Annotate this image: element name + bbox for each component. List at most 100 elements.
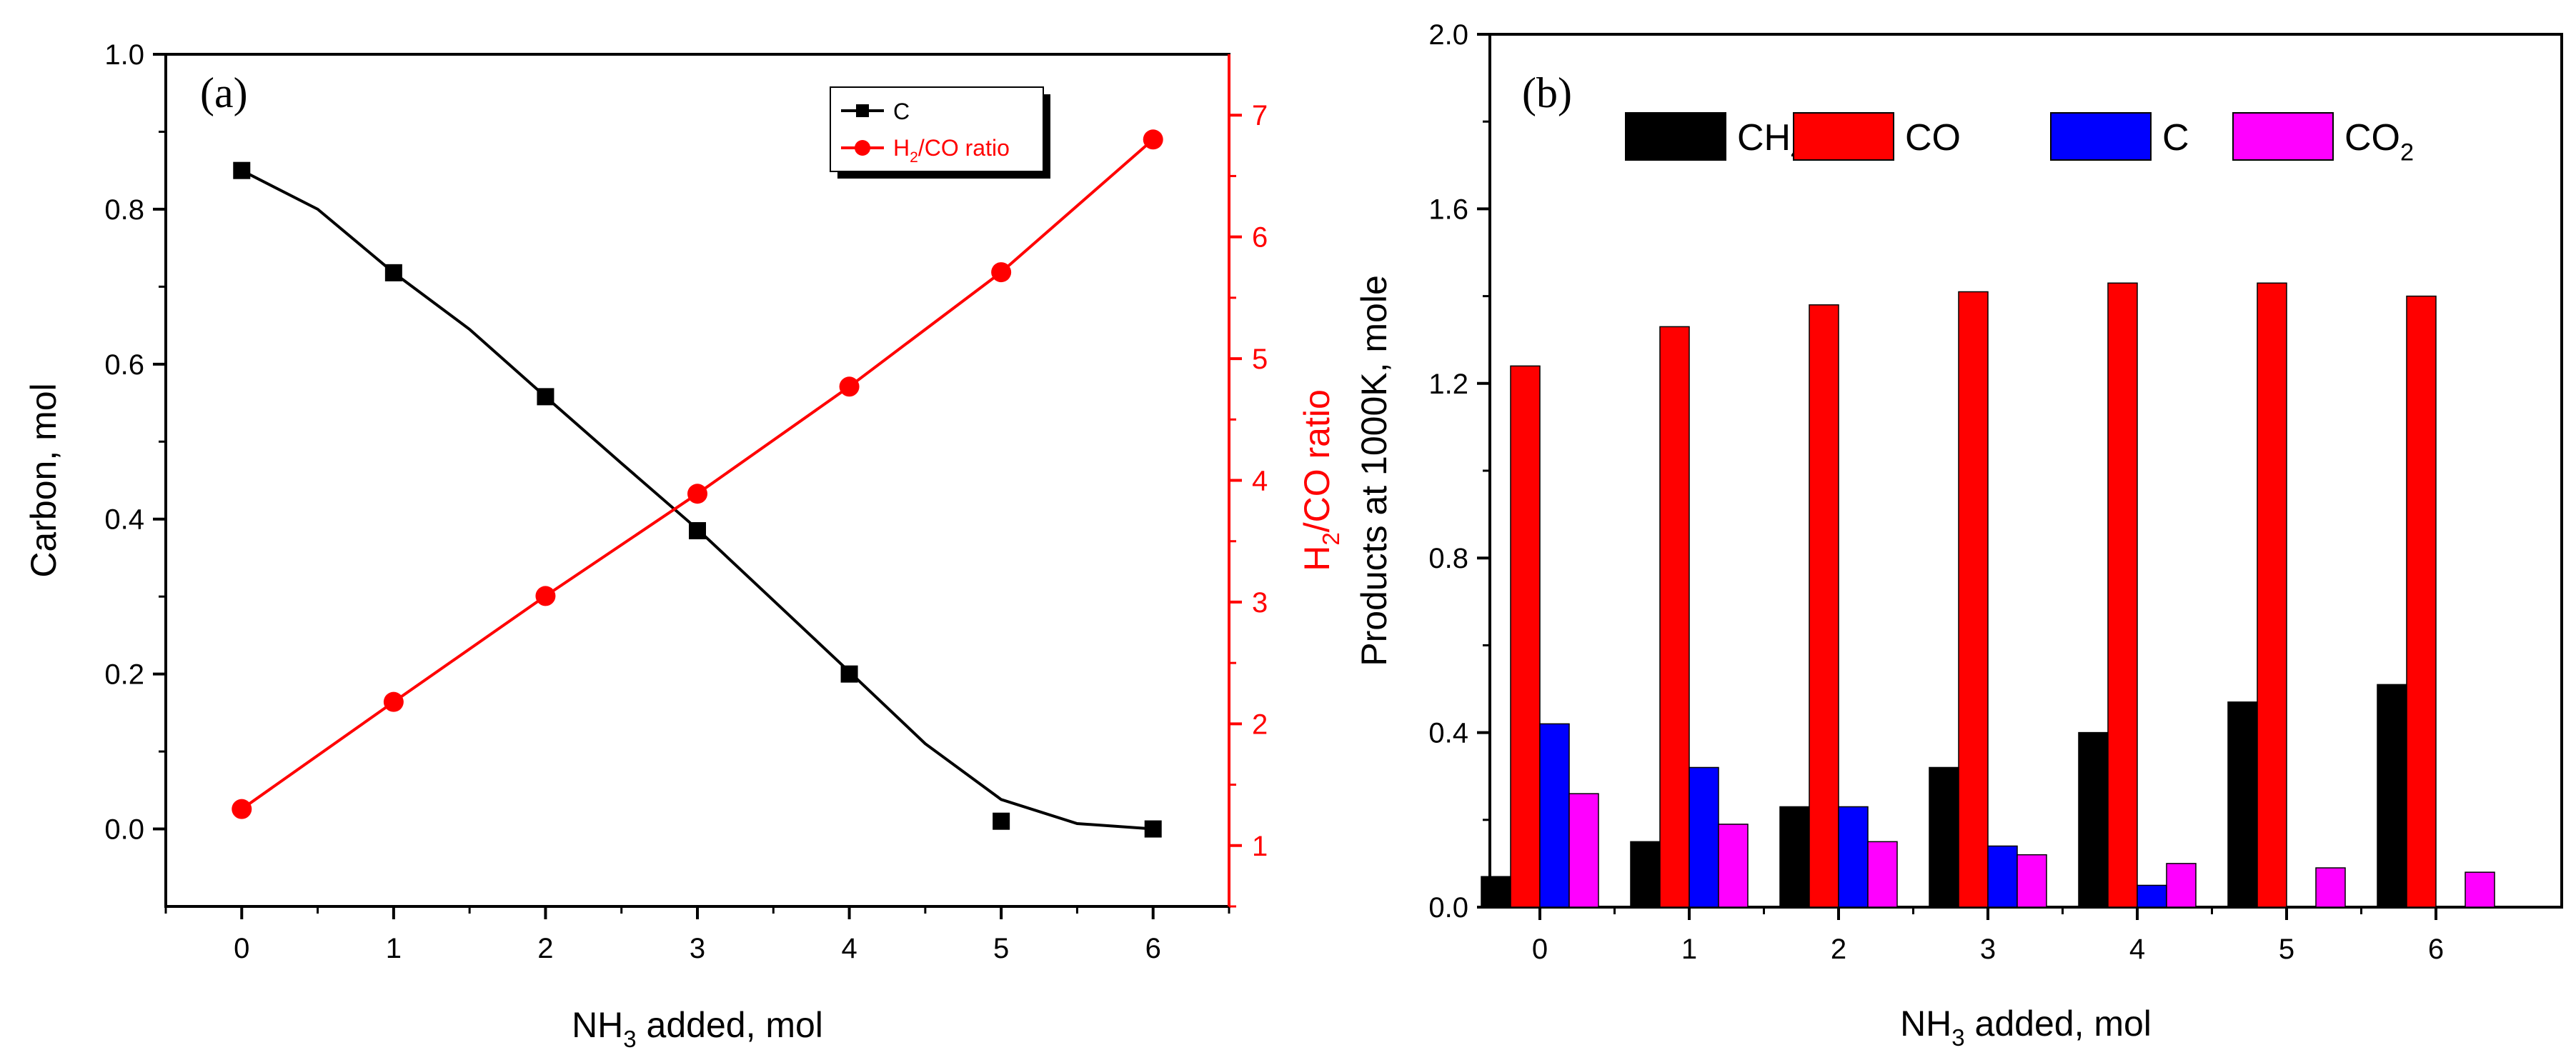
- bar-carbon: [1689, 766, 1719, 908]
- y-right-tick-label: 3: [1252, 587, 1268, 619]
- bar-co2: [2315, 867, 2346, 908]
- y-right-tick-label: 5: [1252, 344, 1268, 375]
- carbon-point: [1144, 820, 1162, 838]
- y-tick-label: 0.8: [1428, 543, 1468, 574]
- carbon-point: [537, 388, 555, 406]
- h2co-point: [383, 691, 404, 712]
- y-tick-label: 0.0: [1428, 892, 1468, 924]
- legend-swatch-carbon: [2050, 112, 2152, 161]
- bar-ch4: [2377, 684, 2407, 908]
- legend-label-carbon: C: [2162, 117, 2189, 159]
- bar-co2: [2016, 854, 2047, 908]
- legend-carbon-label: C: [893, 99, 910, 124]
- bar-co2: [1867, 841, 1898, 908]
- x-tick-label: 5: [993, 933, 1009, 964]
- bar-co: [2257, 282, 2287, 908]
- y-right-tick-label: 4: [1252, 466, 1268, 497]
- legend-label-co2: CO2: [2344, 117, 2414, 166]
- x-tick-label: 3: [1980, 934, 1996, 965]
- panel-a-plot-frame: [164, 53, 1230, 908]
- legend-h2co-label: H2/CO ratio: [893, 135, 1010, 166]
- legend-swatch-ch4: [1625, 112, 1726, 161]
- panel-b-bar-chart: 0 1 2 3 4 5 6 0.0 0.4 0.8 1.2 1.6 2.0 NH3 added, mol P…: [1354, 19, 2563, 1051]
- y-left-axis-title: Carbon, mol: [24, 383, 64, 577]
- legend-box: [830, 86, 1044, 172]
- legend-label-co: CO: [1905, 117, 1961, 159]
- panel-a-label: (a): [200, 69, 248, 116]
- y-right-tick-label: 2: [1252, 709, 1268, 740]
- y-right-axis-title: H2/CO ratio: [1297, 389, 1344, 571]
- bar-co: [1659, 326, 1690, 908]
- carbon-point: [993, 812, 1010, 830]
- y-left-tick-label: 0.8: [104, 194, 144, 226]
- h2co-point: [535, 586, 556, 606]
- bar-co2: [2465, 871, 2495, 908]
- x-tick-label: 6: [1145, 933, 1161, 964]
- x-tick-label: 4: [2129, 934, 2145, 965]
- y-left-tick-label: 0.6: [104, 349, 144, 381]
- bar-ch4: [1481, 876, 1511, 908]
- h2co-point: [1143, 129, 1163, 150]
- y-axis-title: Products at 1000K, mole: [1354, 275, 1394, 666]
- y-tick-label: 1.2: [1428, 369, 1468, 400]
- legend-swatch-co2: [2232, 112, 2334, 161]
- bar-co: [2107, 282, 2138, 908]
- x-tick-label: 0: [1532, 934, 1548, 965]
- bar-co2: [1568, 793, 1599, 908]
- bar-carbon: [1539, 723, 1570, 908]
- h2co-point: [687, 484, 707, 504]
- y-left-tick-label: 0.4: [104, 504, 144, 536]
- y-tick-label: 0.4: [1428, 718, 1468, 749]
- x-tick-label: 1: [386, 933, 402, 964]
- x-tick-label: 3: [690, 933, 705, 964]
- x-tick-label: 2: [1831, 934, 1846, 965]
- legend-swatch-co: [1793, 112, 1894, 161]
- y-right-tick-label: 7: [1252, 100, 1268, 131]
- bar-co: [1510, 365, 1541, 908]
- x-tick-label: 0: [234, 933, 249, 964]
- x-tick-label: 4: [841, 933, 857, 964]
- bar-ch4: [1630, 841, 1661, 908]
- x-axis-title: NH3 added, mol: [572, 1005, 823, 1052]
- carbon-point: [840, 665, 858, 683]
- legend-h2co-marker: [855, 140, 870, 156]
- y-tick-label: 1.6: [1428, 194, 1468, 225]
- y-left-tick-label: 0.0: [104, 814, 144, 846]
- h2co-point: [839, 376, 860, 397]
- h2co-point: [232, 799, 252, 819]
- bar-ch4: [1929, 766, 1959, 908]
- y-left-tick-label: 0.2: [104, 659, 144, 691]
- y-tick-label: 2.0: [1428, 19, 1468, 51]
- bar-carbon: [1987, 845, 2018, 908]
- x-tick-label: 2: [537, 933, 553, 964]
- carbon-point: [233, 161, 251, 179]
- y-right-tick-label: 6: [1252, 222, 1268, 254]
- legend-carbon-marker: [856, 104, 869, 117]
- bar-co: [1958, 291, 1989, 908]
- panel-b-legend: CH4 CO C CO2: [1625, 112, 2414, 166]
- x-axis-title: NH3 added, mol: [1900, 1004, 2152, 1051]
- bar-ch4: [2078, 731, 2109, 908]
- bar-co2: [1718, 824, 1749, 908]
- h2co-series-line: [241, 138, 1155, 811]
- x-tick-label: 5: [2279, 934, 2294, 965]
- legend-label-ch4: CH4: [1737, 117, 1804, 166]
- h2co-point: [991, 262, 1012, 283]
- y-right-tick-label: 1: [1252, 831, 1268, 862]
- panel-a-legend: C H2/CO ratio: [830, 86, 1050, 179]
- bar-co: [2406, 295, 2437, 908]
- x-tick-label: 6: [2428, 934, 2444, 965]
- y-left-tick-label: 1.0: [104, 39, 144, 71]
- bar-carbon: [1838, 806, 1869, 908]
- carbon-point: [384, 264, 402, 281]
- bar-co: [1809, 304, 1839, 908]
- bar-carbon: [2137, 884, 2167, 908]
- bar-ch4: [1779, 806, 1810, 908]
- bar-co2: [2166, 863, 2197, 908]
- panel-a-line-chart: 0 1 2 3 4 5 6 0.0 0.2 0.4 0.6 0.8 1.0 1 2 3 4 5 6 7 NH3 adde…: [24, 39, 1344, 1052]
- carbon-point: [689, 521, 706, 539]
- x-tick-label: 1: [1681, 934, 1697, 965]
- panel-b-label: (b): [1522, 69, 1572, 116]
- bar-ch4: [2227, 701, 2258, 908]
